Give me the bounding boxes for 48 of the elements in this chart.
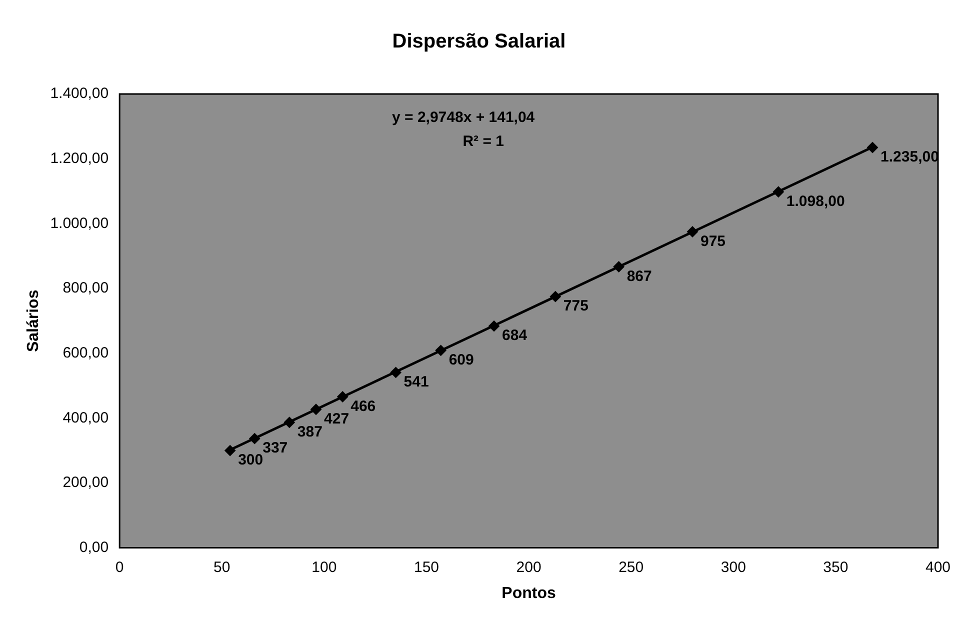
point — [772, 186, 784, 198]
data-label: 975 — [700, 232, 726, 250]
point — [435, 344, 446, 356]
y-axis-title: Salários — [25, 290, 42, 352]
data-label: 541 — [404, 374, 429, 391]
point — [613, 261, 624, 272]
data-label: 1.235,00 — [880, 148, 939, 166]
y-tick-label: 0,00 — [79, 538, 109, 556]
data-label: 775 — [563, 298, 588, 315]
data-label: 867 — [626, 268, 652, 285]
chart-title: Dispersão Salarial — [392, 30, 566, 53]
y-tick-label: 600,00 — [62, 344, 109, 362]
data-label: 427 — [324, 410, 350, 428]
data-label: 337 — [262, 440, 288, 457]
x-tick-label: 0 — [115, 558, 124, 576]
annotation: y = 2,9748x + 141,04 — [392, 109, 536, 126]
x-tick-label: 50 — [214, 558, 230, 576]
y-tick-label: 400,00 — [62, 409, 109, 426]
y-tick-label: 1.400,00 — [50, 85, 109, 102]
y-tick-label: 1.200,00 — [50, 150, 109, 167]
x-tick-label: 150 — [414, 558, 440, 576]
x-axis-title: Pontos — [502, 584, 556, 602]
data-label: 609 — [448, 352, 474, 369]
x-tick-label: 400 — [925, 558, 951, 576]
point — [488, 320, 500, 332]
point — [390, 366, 402, 378]
data-label: 466 — [350, 398, 376, 415]
data-label: 300 — [238, 452, 264, 469]
x-tick-label: 200 — [516, 558, 542, 576]
data-label: 387 — [297, 423, 322, 440]
y-tick-label: 200,00 — [62, 474, 109, 492]
y-tick-label: 1.000,00 — [50, 214, 109, 232]
point — [550, 291, 561, 302]
x-tick-label: 100 — [312, 558, 337, 576]
annotation: R² = 1 — [462, 133, 504, 150]
point — [249, 433, 260, 444]
data-label: 1.098,00 — [786, 193, 845, 210]
point — [867, 142, 878, 153]
x-tick-label: 350 — [823, 558, 848, 576]
y-tick-label: 800,00 — [62, 280, 109, 297]
point — [310, 404, 322, 415]
point — [224, 445, 236, 456]
data-label: 684 — [502, 327, 528, 344]
x-tick-label: 300 — [720, 558, 746, 576]
point — [284, 416, 295, 428]
point — [337, 391, 348, 402]
x-tick-label: 250 — [618, 558, 644, 576]
point — [686, 226, 698, 238]
